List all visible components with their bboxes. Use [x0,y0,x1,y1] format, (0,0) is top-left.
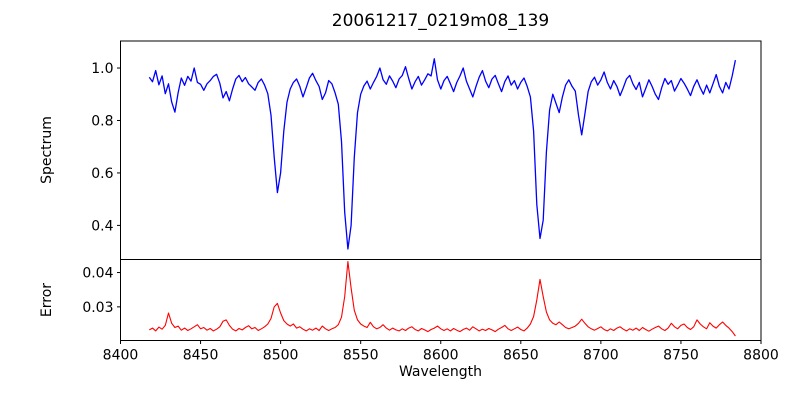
error-plot-frame [120,259,762,341]
error-axis-label: Error [39,282,55,318]
y-tick-label: 0.04 [82,266,113,282]
plot-title: 20061217_0219m08_139 [331,11,550,31]
wavelength-axis-label: Wavelength [398,364,483,380]
y-tick-label: 0.6 [91,166,113,182]
y-tick-label: 0.4 [91,218,113,234]
y-tick-label: 0.03 [82,300,113,316]
x-tick-label: 8750 [663,348,699,364]
x-tick-label: 8550 [343,348,379,364]
y-tick-label: 0.8 [91,113,113,129]
error-line [149,261,736,337]
x-tick-label: 8800 [743,348,779,364]
x-tick-label: 8450 [183,348,219,364]
x-tick-label: 8700 [583,348,619,364]
x-tick-label: 8600 [423,348,459,364]
spectrum-line [148,58,737,250]
x-tick-label: 8500 [263,348,299,364]
x-tick-label: 8650 [503,348,539,364]
spectrum-axis-label: Spectrum [39,116,55,184]
y-tick-label: 1.0 [91,61,113,77]
x-tick-label: 8400 [103,348,139,364]
